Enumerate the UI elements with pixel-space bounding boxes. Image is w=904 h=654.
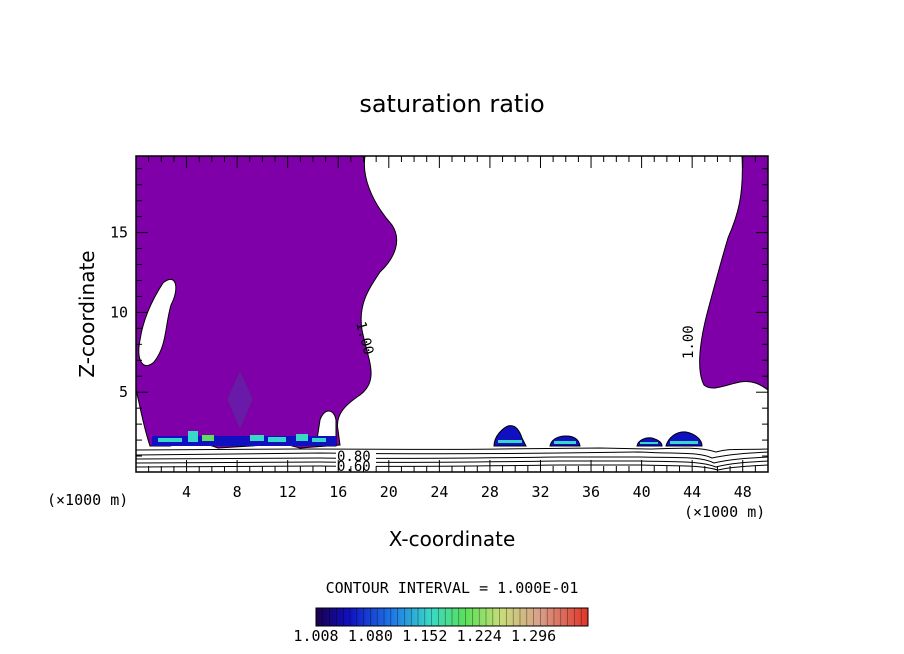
x-axis-title: X-coordinate (389, 527, 516, 551)
x-axis-ticks (135, 156, 769, 472)
y-axis-tick-labels: 5 10 15 (110, 224, 128, 402)
x-tick-label: 20 (380, 483, 398, 501)
x-tick-label: 48 (734, 483, 752, 501)
contour-label-060: 0.60 (337, 459, 371, 475)
x-tick-label: 40 (633, 483, 651, 501)
x-tick-label: 32 (531, 483, 549, 501)
diamond-feature (227, 371, 253, 429)
colorbar-tick-label: 1.152 (402, 627, 447, 645)
chart-title: saturation ratio (359, 90, 544, 118)
plot-area: 1.00 1.00 0.80 0.60 (136, 156, 768, 475)
x-tick-label: 12 (279, 483, 297, 501)
colorbar-tick-label: 1.008 (293, 627, 338, 645)
right-purple-region (699, 156, 768, 391)
x-tick-label: 24 (430, 483, 448, 501)
x-tick-label: 16 (329, 483, 347, 501)
colorbar-tick-label: 1.080 (348, 627, 393, 645)
x-tick-label: 44 (683, 483, 701, 501)
left-purple-region (136, 156, 398, 449)
x-tick-label: 28 (481, 483, 499, 501)
small-cells (152, 425, 703, 447)
contour-label-080: 0.80 (337, 449, 371, 465)
x-tick-label: 8 (233, 483, 242, 501)
left-region-hole (138, 278, 177, 367)
x-unit-label-left: (×1000 m) (47, 491, 128, 509)
x-axis-tick-labels: 4 8 12 16 20 24 28 32 36 40 44 48 (182, 483, 752, 501)
y-tick-label: 10 (110, 303, 128, 321)
colorbar-stripes (315, 608, 589, 626)
colorbar-tick-label: 1.296 (511, 627, 556, 645)
y-axis-title: Z-coordinate (75, 250, 99, 377)
x-tick-label: 4 (182, 483, 191, 501)
surface-contours (136, 447, 768, 471)
contour-label-right: 1.00 (681, 325, 697, 359)
colorbar-labels: 1.008 1.080 1.152 1.224 1.296 (293, 627, 556, 645)
contour-interval-label: CONTOUR INTERVAL = 1.000E-01 (326, 579, 579, 597)
y-axis-ticks (136, 168, 768, 473)
y-tick-label: 5 (119, 383, 128, 401)
x-tick-label: 36 (582, 483, 600, 501)
y-tick-label: 15 (110, 224, 128, 242)
colorbar-tick-label: 1.224 (457, 627, 502, 645)
x-unit-label-right: (×1000 m) (684, 503, 765, 521)
